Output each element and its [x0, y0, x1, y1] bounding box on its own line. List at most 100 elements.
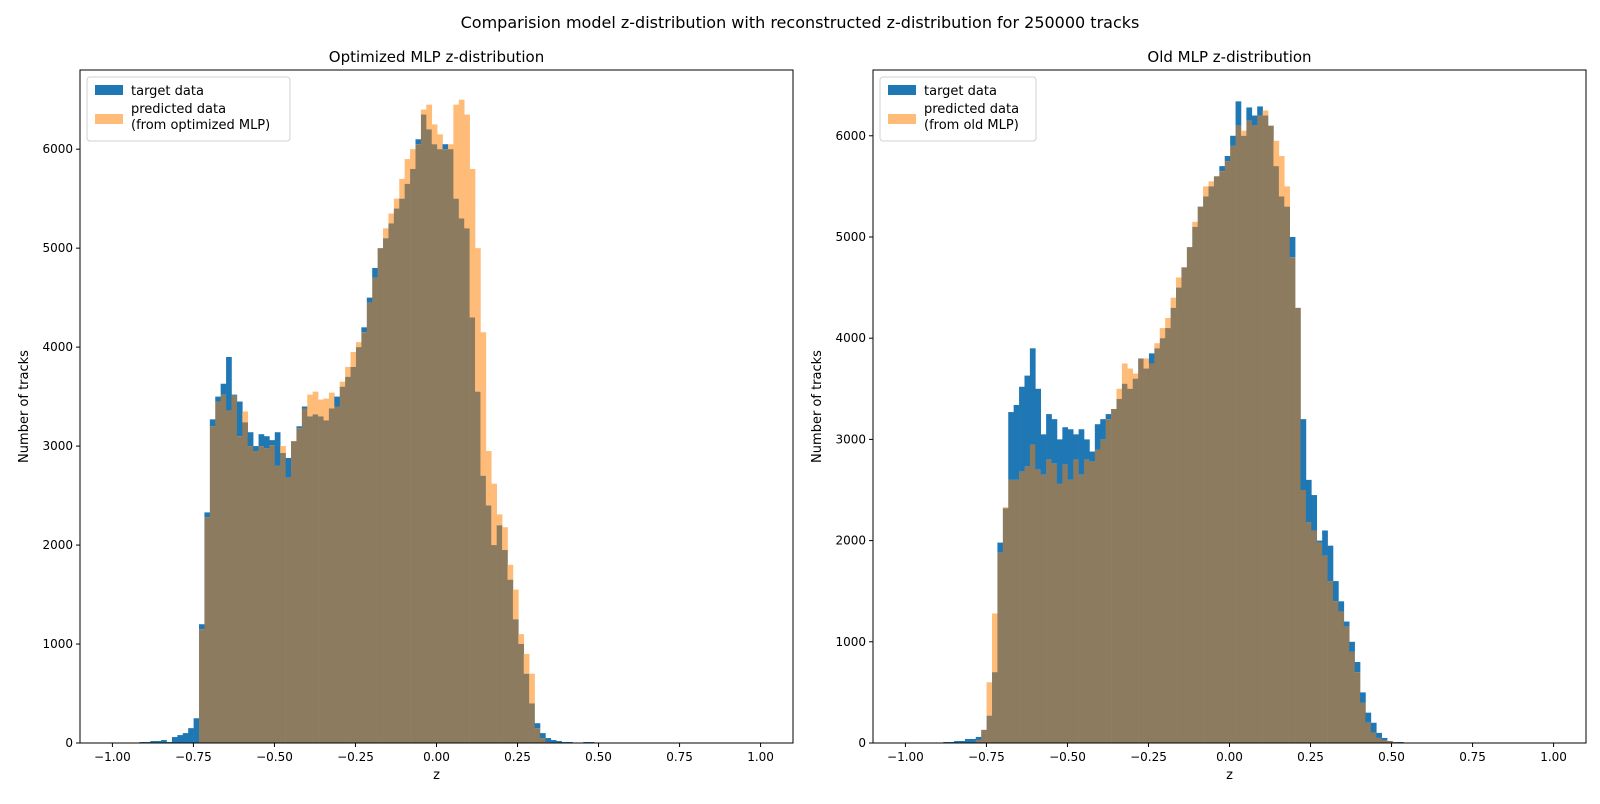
bar-predicted: [1116, 388, 1123, 399]
bar-predicted: [518, 634, 525, 645]
bar-overlap: [529, 703, 535, 743]
bar-target: [1089, 451, 1096, 462]
bar-overlap: [1170, 307, 1177, 743]
bar-target: [301, 406, 308, 409]
bar-overlap: [534, 728, 541, 743]
bar-overlap: [1051, 463, 1058, 743]
bar-predicted: [1165, 317, 1171, 329]
bar-overlap: [1121, 383, 1128, 743]
legend-label-target: target data: [924, 84, 997, 99]
bar-target: [1343, 621, 1350, 627]
bar-overlap: [226, 410, 232, 743]
bar-target: [1322, 530, 1328, 556]
bar-predicted: [1262, 110, 1269, 116]
bar-predicted: [1154, 343, 1161, 349]
bar-overlap: [204, 517, 211, 743]
bar-overlap: [345, 376, 351, 743]
bar-predicted: [491, 483, 497, 546]
bar-overlap: [1376, 737, 1382, 743]
bar-overlap: [1251, 125, 1258, 744]
legend-swatch-predicted: [95, 114, 123, 124]
bar-target: [1230, 135, 1236, 146]
bar-predicted: [986, 682, 993, 716]
bar-overlap: [469, 317, 476, 743]
bar-target: [1073, 434, 1079, 460]
bar-predicted: [1192, 221, 1198, 227]
bar-overlap: [426, 129, 433, 744]
bar-overlap: [1035, 469, 1042, 743]
bar-target: [1040, 434, 1047, 475]
bar-overlap: [377, 248, 384, 743]
bar-target: [296, 426, 303, 429]
x-tick-label: 0.75: [666, 750, 693, 764]
bar-overlap: [458, 218, 465, 744]
y-tick-label: 3000: [42, 439, 73, 453]
bar-overlap: [1392, 741, 1399, 743]
x-tick-label: −0.25: [1130, 750, 1167, 764]
bar-predicted: [312, 391, 319, 415]
bar-target: [253, 446, 259, 452]
bar-overlap: [415, 144, 422, 744]
bar-target: [1300, 419, 1307, 490]
bar-target: [1376, 732, 1382, 738]
bar-overlap: [475, 391, 481, 743]
bar-predicted: [1273, 140, 1280, 167]
bar-target: [1100, 419, 1106, 440]
bar-overlap: [312, 414, 319, 743]
bar-target: [1062, 427, 1069, 465]
bar-overlap: [1062, 464, 1069, 743]
bar-target: [1013, 404, 1020, 480]
bar-target: [215, 396, 221, 402]
bar-overlap: [334, 406, 341, 743]
bar-target: [177, 735, 184, 743]
bar-target: [247, 432, 254, 447]
bar-target: [964, 738, 971, 743]
bar-overlap: [539, 738, 546, 743]
bar-overlap: [1316, 542, 1323, 743]
bar-overlap: [1013, 479, 1020, 743]
chart-title: Optimized MLP z-distribution: [329, 48, 544, 66]
bar-target: [943, 741, 950, 743]
chart-panel-1: −1.00 −0.75 −0.50 −0.25 0.00 0.25 0.50 0.75 1.00…: [17, 48, 794, 783]
bar-overlap: [350, 366, 357, 743]
bar-overlap: [1040, 474, 1047, 743]
bar-predicted: [529, 673, 535, 704]
bar-predicted: [242, 411, 249, 423]
bar-overlap: [1046, 459, 1052, 743]
bar-target: [954, 740, 960, 743]
bar-predicted: [1127, 368, 1134, 389]
bar-predicted: [323, 398, 330, 421]
bar-overlap: [410, 168, 416, 743]
bar-overlap: [372, 277, 378, 743]
legend-box: [879, 76, 1037, 142]
bar-overlap: [1208, 186, 1215, 744]
bar-overlap: [1116, 398, 1123, 743]
bar-overlap: [1067, 479, 1074, 743]
bar-predicted: [318, 399, 324, 417]
bar-target: [1084, 439, 1090, 460]
bar-overlap: [1154, 348, 1161, 743]
bar-overlap: [523, 673, 530, 743]
bar-overlap: [1349, 651, 1355, 743]
y-tick-label: 1000: [42, 637, 73, 651]
bar-target: [258, 434, 265, 447]
legend-swatch-target: [888, 85, 916, 95]
bar-overlap: [453, 198, 460, 744]
y-tick-label: 2000: [42, 538, 73, 552]
bar-overlap: [1089, 461, 1096, 743]
x-tick-label: 0.00: [423, 750, 450, 764]
bar-predicted: [393, 198, 400, 209]
bar-overlap: [1148, 363, 1155, 743]
bar-predicted: [431, 124, 438, 145]
bar-overlap: [1073, 459, 1079, 743]
bar-predicted: [1170, 297, 1177, 308]
bar-predicted: [1132, 373, 1139, 379]
chart-title: Old MLP z-distribution: [1147, 48, 1311, 66]
bar-overlap: [1138, 358, 1144, 743]
bar-overlap: [355, 347, 362, 743]
bar-predicted: [480, 332, 487, 476]
bar-target: [556, 741, 562, 743]
bar-predicted: [1176, 277, 1182, 288]
bar-predicted: [339, 381, 346, 387]
bar-target: [188, 728, 194, 743]
